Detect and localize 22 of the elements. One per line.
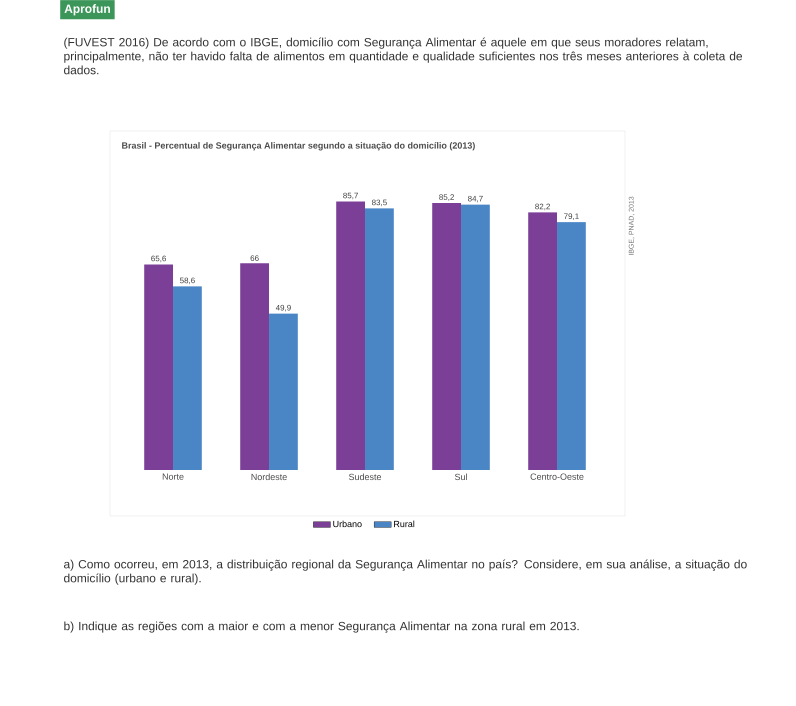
- bar: [461, 204, 490, 470]
- bar: [144, 264, 174, 470]
- chart-title: Brasil - Percentual de Segurança Alimentar segundo a situação do domicílio (2013): [122, 142, 475, 150]
- legend-label: Rural: [394, 520, 414, 528]
- bar: [432, 203, 462, 470]
- bar: [269, 314, 298, 470]
- bar: [557, 222, 586, 470]
- bar: [528, 212, 558, 470]
- bar: [173, 286, 202, 470]
- text: (FUVEST 2016) De acordo com o IBGE, domicílio com Segurança Alimentar é aquele em que seus moradores relatam, principalmente, não ter havido falta de alimentos em quantidade e qualidade suficientes nos três meses anteriores à coleta de dados.: [64, 38, 742, 74]
- x-tick-label: Sul: [454, 474, 467, 480]
- legend-label: Urbano: [333, 520, 362, 528]
- text: Aprofun: [64, 4, 110, 16]
- x-tick-label: Sudeste: [348, 474, 382, 480]
- bar: [336, 201, 366, 470]
- x-tick-label: Norte: [162, 474, 184, 480]
- bar: [365, 208, 394, 470]
- x-tick-label: Nordeste: [252, 474, 287, 480]
- bar: [240, 263, 270, 470]
- text: a) Como ocorreu, em 2013, a distribuição regional da Segurança Alimentar no país? Considere, em sua análise, a situação do domicílio (urbano e rural).: [64, 560, 747, 585]
- x-tick-label: Centro-Oeste: [530, 474, 584, 480]
- text: b) Indique as regiões com a maior e com a menor Segurança Alimentar na zona rural em 2013.: [64, 622, 579, 633]
